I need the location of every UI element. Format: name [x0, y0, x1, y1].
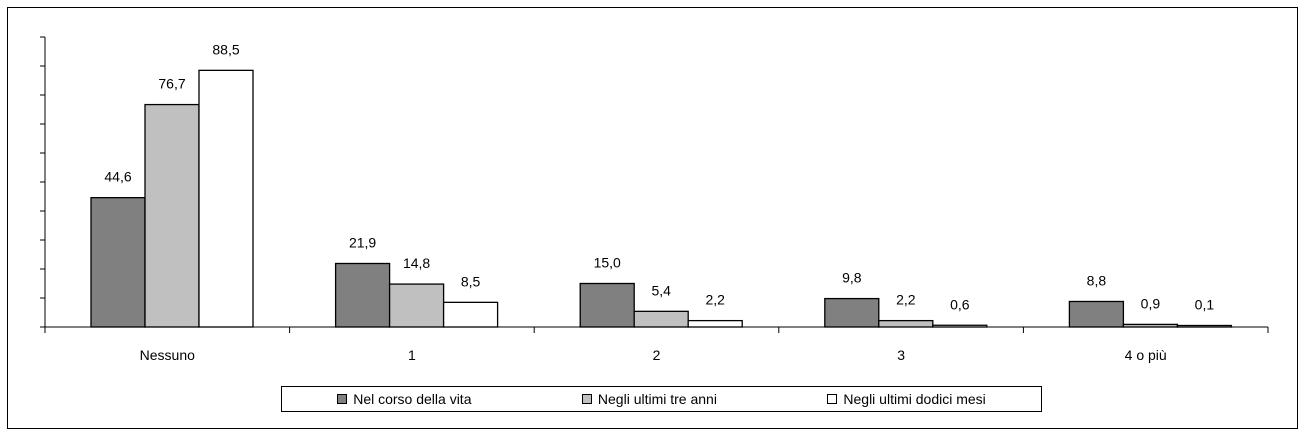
bar-3-4	[932, 324, 988, 328]
data-label-1-5: 8,8	[1087, 272, 1107, 288]
chart-bars	[90, 69, 1233, 328]
data-label-1-2: 21,9	[349, 234, 376, 250]
bar-2-3	[633, 310, 689, 328]
bar-2-4	[878, 319, 934, 328]
chart-legend: Nel corso della vita Negli ultimi tre an…	[281, 386, 1042, 412]
data-label-3-5: 0,1	[1195, 297, 1215, 313]
bar-1-2	[334, 262, 391, 328]
bar-2-5	[1122, 323, 1179, 328]
legend-label-1: Negli ultimi tre anni	[597, 391, 717, 407]
chart-data-labels: 44,6 76,7 88,5 21,9 14,8 8,5 15,0 5,4 2,2 9,8 2,2 0…	[104, 41, 1214, 312]
bar-3-2	[442, 301, 499, 328]
data-label-3-2: 8,5	[461, 273, 481, 289]
data-label-3-4: 0,6	[950, 296, 970, 312]
legend-item-1: Negli ultimi tre anni	[581, 391, 717, 407]
data-label-3-3: 2,2	[705, 292, 725, 308]
x-tick-label-1: Nessuno	[140, 347, 195, 363]
x-tick-label-2: 1	[408, 347, 416, 363]
bar-3-3	[687, 319, 743, 328]
legend-item-0: Nel corso della vita	[337, 391, 471, 407]
legend-swatch-0	[337, 394, 348, 404]
bar-1-5	[1068, 300, 1125, 328]
data-label-2-2: 14,8	[403, 255, 430, 271]
bar-1-4	[824, 297, 880, 328]
data-label-3-1: 88,5	[212, 41, 239, 57]
data-label-2-5: 0,9	[1141, 295, 1161, 311]
bar-3-5	[1176, 324, 1233, 328]
x-tick-label-4: 3	[897, 347, 905, 363]
legend-item-2: Negli ultimi dodici mesi	[827, 391, 986, 407]
data-label-2-1: 76,7	[158, 76, 185, 92]
data-label-2-3: 5,4	[651, 282, 671, 298]
data-label-1-1: 44,6	[104, 169, 131, 185]
legend-label-0: Nel corso della vita	[353, 391, 472, 407]
chart-x-tick-labels: Nessuno 1 2 3 4 o più	[140, 347, 1167, 363]
bar-3-1	[198, 69, 254, 328]
bar-2-1	[144, 103, 200, 328]
x-tick-label-5: 4 o più	[1125, 347, 1167, 363]
data-label-1-4: 9,8	[842, 270, 862, 286]
x-tick-label-3: 2	[653, 347, 661, 363]
data-label-1-3: 15,0	[594, 255, 621, 271]
legend-label-2: Negli ultimi dodici mesi	[843, 391, 986, 407]
bar-2-2	[388, 283, 445, 328]
legend-swatch-1	[581, 394, 592, 404]
data-label-2-4: 2,2	[896, 292, 916, 308]
legend-swatch-2	[827, 394, 838, 404]
bar-1-1	[90, 197, 146, 328]
bar-1-3	[579, 282, 635, 328]
